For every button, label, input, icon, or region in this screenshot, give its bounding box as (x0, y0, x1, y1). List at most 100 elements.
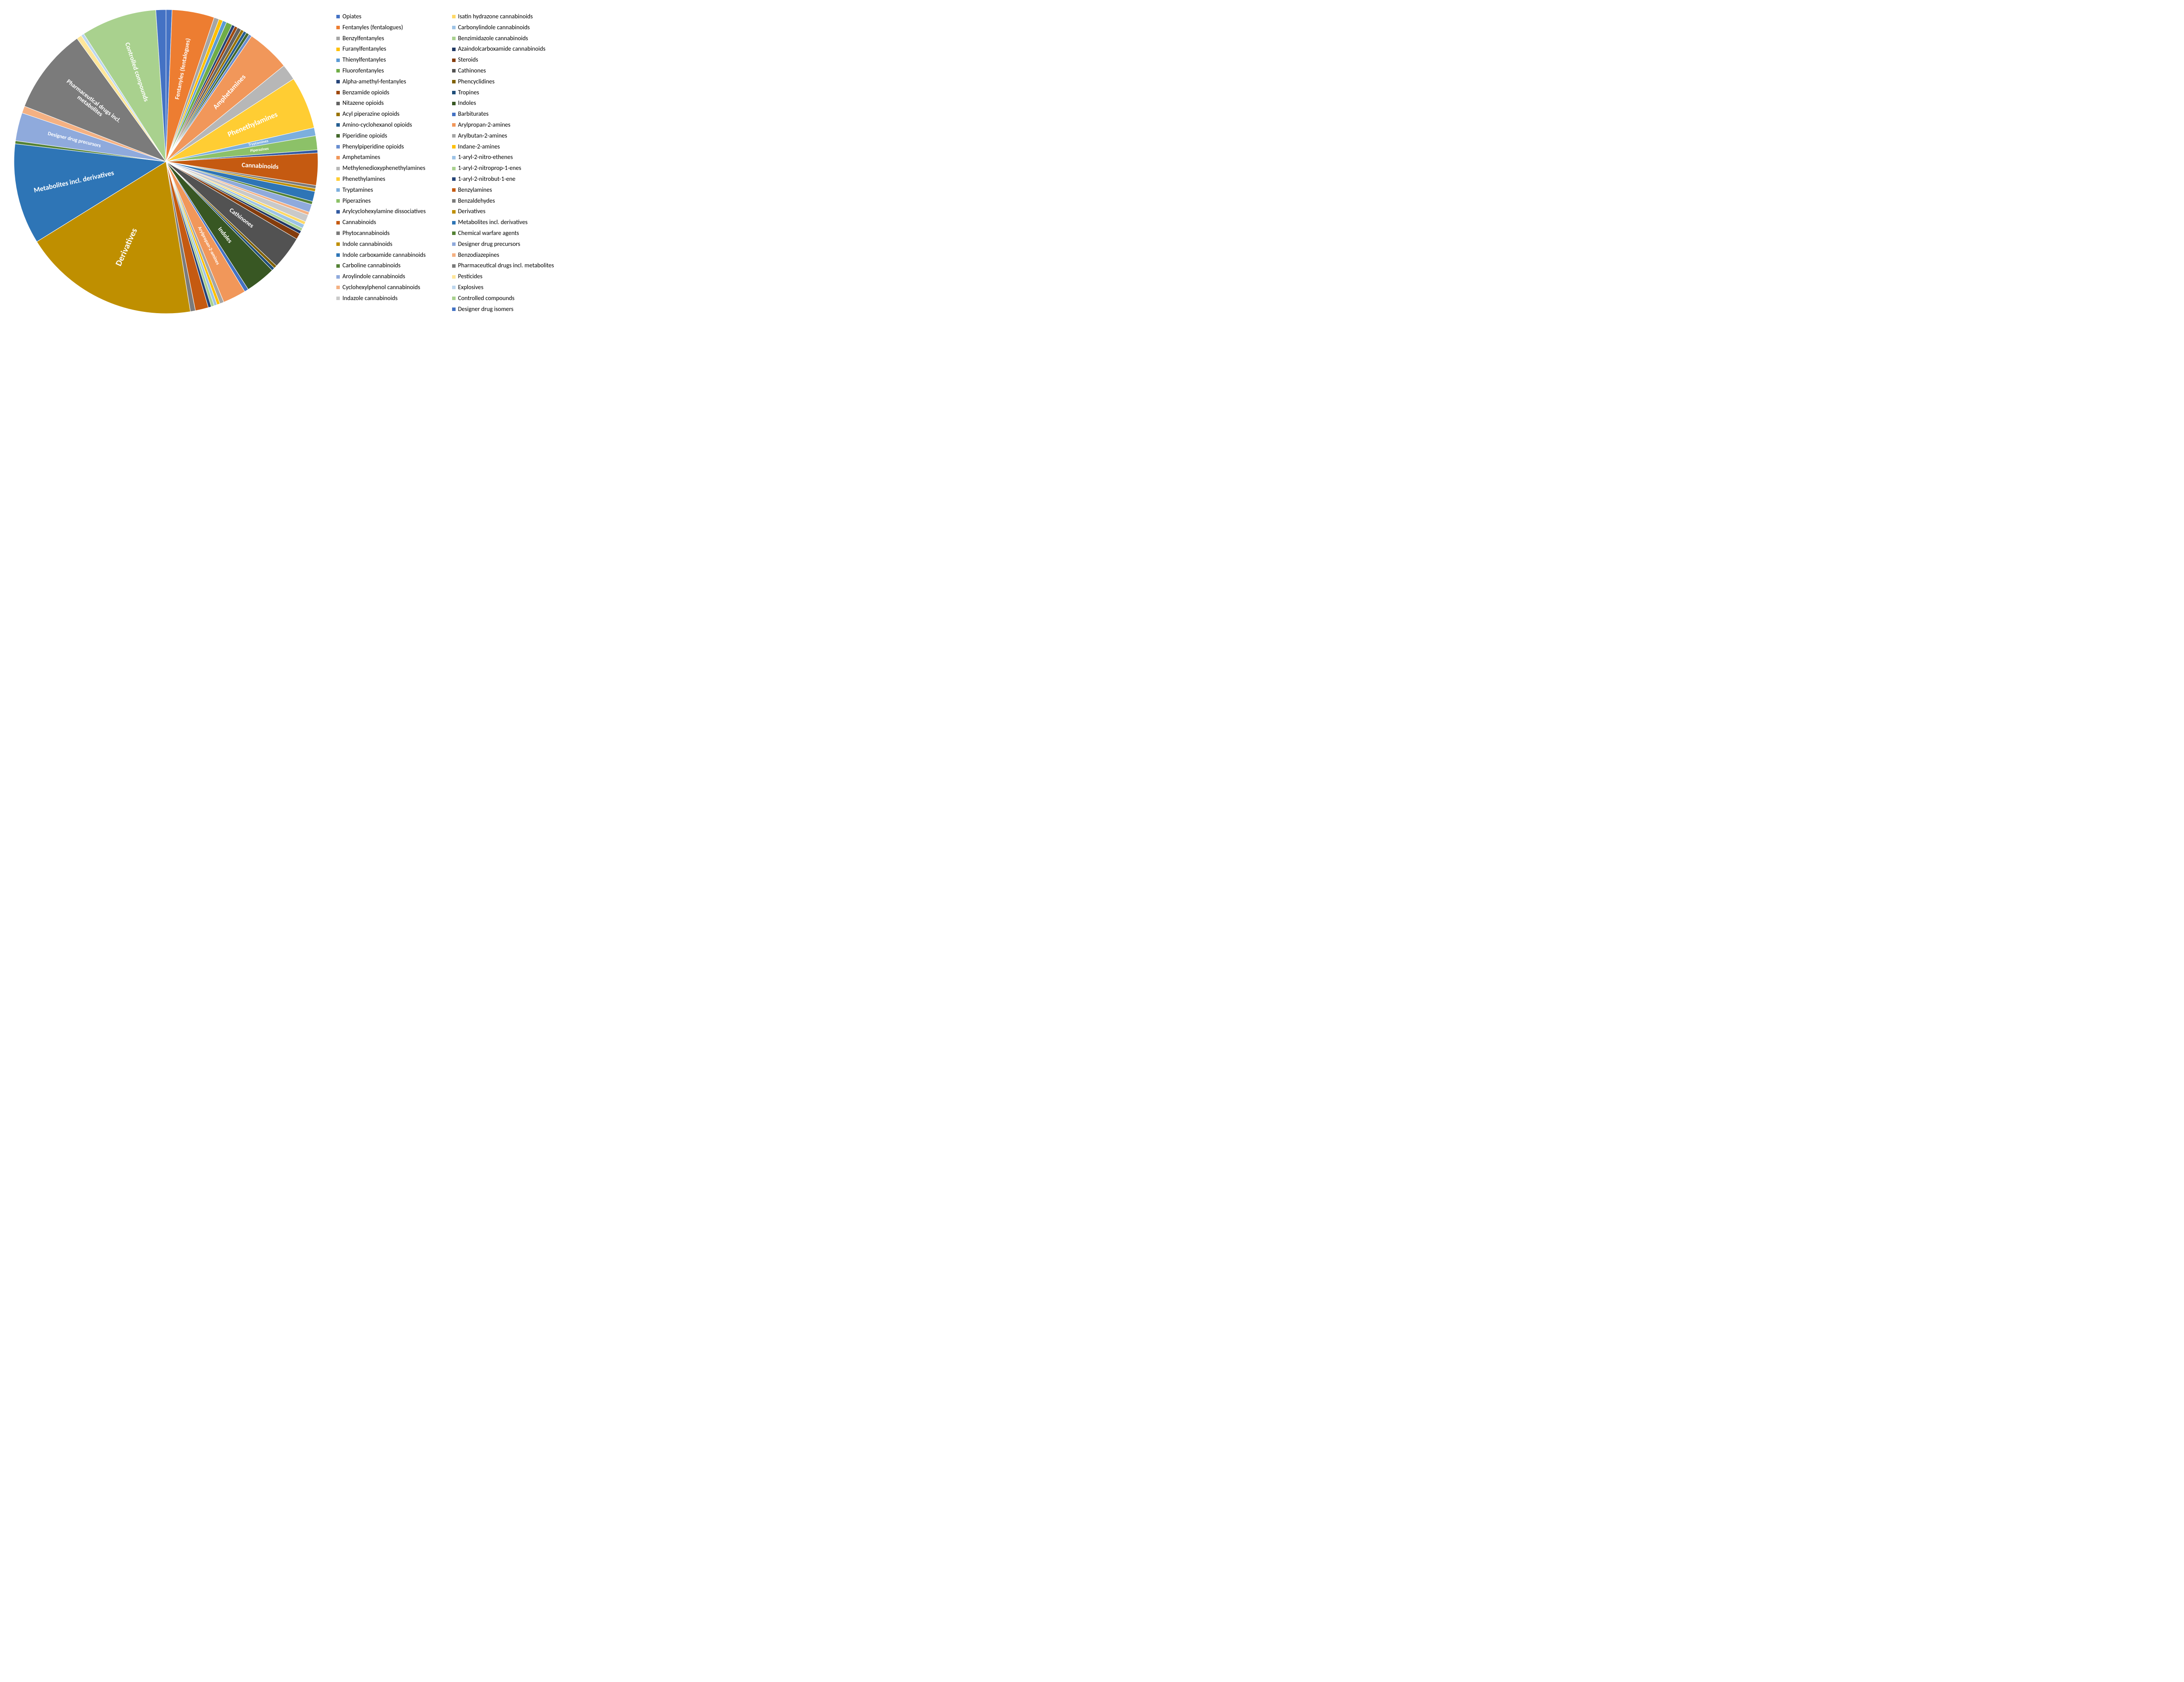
legend-item: Indole carboxamide cannabinoids (336, 252, 426, 259)
legend-item: Pharmaceutical drugs incl. metabolites (452, 262, 554, 269)
legend-label: Acyl piperazine opioids (342, 111, 400, 118)
legend-label: Designer drug isomers (458, 306, 514, 313)
legend-item: Benzylamines (452, 187, 554, 194)
legend-label: Nitazene opioids (342, 100, 384, 107)
legend-swatch (452, 286, 456, 289)
legend-label: Phytocannabinoids (342, 230, 390, 237)
legend-item: Fluorofentanyles (336, 67, 426, 75)
legend-item: Controlled compounds (452, 295, 554, 302)
legend-item: Methylenedioxyphenethylamines (336, 165, 426, 172)
legend-label: Thienylfentanyles (342, 56, 386, 64)
legend-item: Isatin hydrazone cannabinoids (452, 13, 554, 21)
legend-swatch (452, 188, 456, 192)
legend-label: Pharmaceutical drugs incl. metabolites (458, 262, 554, 269)
legend-swatch (452, 177, 456, 181)
legend-item: Benzaldehydes (452, 197, 554, 205)
legend-item: Furanylfentanyles (336, 45, 426, 53)
legend-item: Cathinones (452, 67, 554, 75)
legend-item: 1-aryl-2-nitro-ethenes (452, 154, 554, 161)
legend-swatch (452, 145, 456, 149)
legend-swatch (336, 297, 340, 300)
legend-swatch (452, 307, 456, 311)
legend-swatch (336, 26, 340, 29)
legend-item: Derivatives (452, 208, 554, 215)
legend-label: Arylpropan-2-amines (458, 121, 511, 129)
legend-label: Derivatives (458, 208, 486, 215)
legend-swatch (452, 102, 456, 105)
legend-swatch (336, 134, 340, 138)
legend-swatch (452, 113, 456, 116)
legend-item: Arylcyclohexylamine dissociatives (336, 208, 426, 215)
legend-swatch (452, 37, 456, 40)
legend-label: Benzodiazepines (458, 252, 499, 259)
legend-label: Barbiturates (458, 111, 489, 118)
legend-item: Tryptamines (336, 187, 426, 194)
legend-swatch (452, 264, 456, 268)
legend-item: Indoles (452, 100, 554, 107)
legend-label: Amino-cyclohexanol opioids (342, 121, 412, 129)
legend-item: Opiates (336, 13, 426, 21)
legend-swatch (452, 242, 456, 246)
legend-label: Phenethylamines (342, 176, 385, 183)
legend-item: Phytocannabinoids (336, 230, 426, 237)
legend-item: Piperidine opioids (336, 132, 426, 140)
legend-label: Phencyclidines (458, 78, 495, 86)
legend-label: Fluorofentanyles (342, 67, 384, 75)
legend-label: 1-aryl-2-nitroprop-1-enes (458, 165, 522, 172)
legend-swatch (336, 80, 340, 83)
legend-swatch (452, 15, 456, 18)
legend-swatch (452, 231, 456, 235)
legend-swatch (336, 188, 340, 192)
legend-item: 1-aryl-2-nitrobut-1-ene (452, 176, 554, 183)
legend-swatch (452, 199, 456, 203)
legend-label: 1-aryl-2-nitrobut-1-ene (458, 176, 515, 183)
legend-label: Opiates (342, 13, 361, 21)
legend-item: Metabolites incl. derivatives (452, 219, 554, 226)
pie-chart-container: Fentanyles (fentalogues)AmphetaminesPhen… (13, 9, 319, 314)
legend-swatch (336, 264, 340, 268)
legend-item: Designer drug isomers (452, 306, 554, 313)
legend-item: Carboline cannabinoids (336, 262, 426, 269)
legend-swatch (452, 48, 456, 51)
legend-swatch (452, 167, 456, 170)
legend-item: Pesticides (452, 273, 554, 280)
legend-item: Indazole cannabinoids (336, 295, 426, 302)
legend-swatch (336, 48, 340, 51)
legend-label: Pesticides (458, 273, 483, 280)
legend-item: Arylpropan-2-amines (452, 121, 554, 129)
legend-label: Benzylamines (458, 187, 492, 194)
legend-item: Phencyclidines (452, 78, 554, 86)
legend-label: Cyclohexylphenol cannabinoids (342, 284, 420, 291)
legend-label: Benzamide opioids (342, 89, 389, 97)
legend-label: Benzimidazole cannabinoids (458, 35, 528, 42)
legend-item: Cannabinoids (336, 219, 426, 226)
legend-label: Azaindolcarboxamide cannabinoids (458, 45, 546, 53)
legend-item: Benzamide opioids (336, 89, 426, 97)
legend-label: Indazole cannabinoids (342, 295, 397, 302)
legend-label: Fentanyles (fentalogues) (342, 24, 403, 31)
legend-item: Explosives (452, 284, 554, 291)
legend-item: Benzimidazole cannabinoids (452, 35, 554, 42)
legend-item: Benzodiazepines (452, 252, 554, 259)
legend-swatch (336, 231, 340, 235)
legend-label: Benzylfentanyles (342, 35, 384, 42)
legend-swatch (336, 275, 340, 279)
legend-label: Piperazines (342, 197, 371, 205)
legend-swatch (336, 59, 340, 62)
legend-item: Amphetamines (336, 154, 426, 161)
legend-swatch (452, 221, 456, 224)
legend-label: Indole carboxamide cannabinoids (342, 252, 426, 259)
legend-swatch (452, 91, 456, 94)
legend-item: Thienylfentanyles (336, 56, 426, 64)
legend-item: Nitazene opioids (336, 100, 426, 107)
legend-item: Amino-cyclohexanol opioids (336, 121, 426, 129)
legend-swatch (336, 210, 340, 214)
legend-item: Alpha-amethyl-fentanyles (336, 78, 426, 86)
legend-swatch (452, 123, 456, 127)
legend-column-1: Opiates Fentanyles (fentalogues) Benzylfen… (336, 13, 426, 313)
legend-item: Cyclohexylphenol cannabinoids (336, 284, 426, 291)
legend-item: Tropines (452, 89, 554, 97)
legend-item: Benzylfentanyles (336, 35, 426, 42)
legend-item: Aroylindole cannabinoids (336, 273, 426, 280)
legend-label: Amphetamines (342, 154, 380, 161)
